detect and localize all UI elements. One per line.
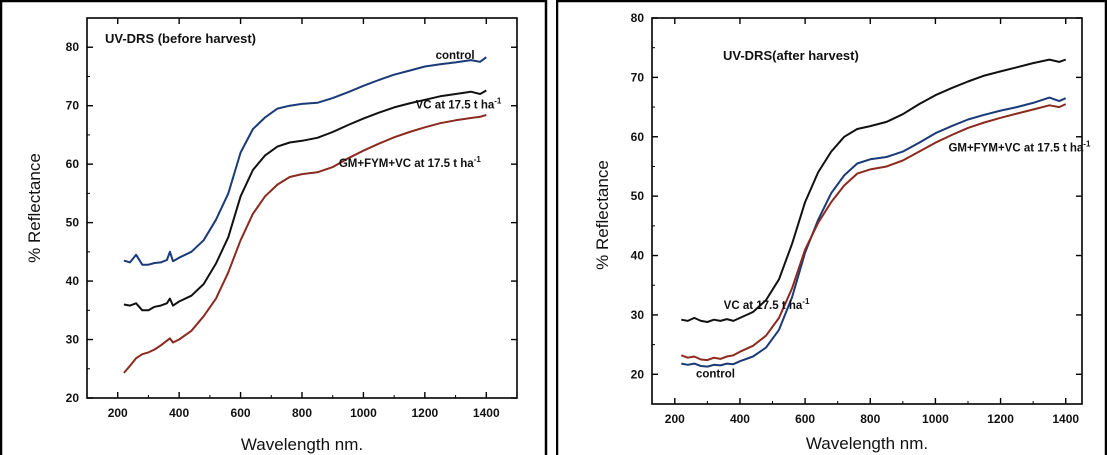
- y-tick-label: 20: [631, 367, 645, 381]
- x-tick-label: 800: [860, 412, 880, 426]
- y-axis-label: % Reflectance: [25, 153, 44, 263]
- x-axis-label: Wavelength nm.: [806, 434, 928, 453]
- x-tick-label: 1000: [922, 412, 949, 426]
- x-tick-label: 1200: [987, 412, 1014, 426]
- series-annotation-3: GM+FYM+VC at 17.5 t ha-1: [339, 155, 482, 170]
- x-tick-label: 1400: [1052, 412, 1079, 426]
- y-tick-label: 30: [631, 308, 645, 322]
- x-tick-label: 200: [108, 406, 128, 420]
- y-axis-label: % Reflectance: [593, 160, 612, 270]
- y-tick-label: 60: [631, 130, 645, 144]
- series-annotation-3: control: [696, 368, 735, 380]
- series-line-2: [681, 96, 1067, 368]
- plot-area: [651, 17, 1083, 405]
- series-line-1: [123, 56, 487, 266]
- y-tick-label: 50: [631, 189, 645, 203]
- x-tick-label: 1400: [473, 406, 500, 420]
- series-line-2: [123, 89, 487, 312]
- y-tick-label: 70: [631, 70, 645, 84]
- series-annotation-2: VC at 17.5 t ha-1: [416, 97, 502, 112]
- chart-title: UV-DRS(after harvest): [723, 48, 859, 63]
- panel-frame: [556, 0, 1107, 455]
- chart-panel-after-harvest: 20 30 40 50 60 70 80 200 400 600 800 1000 1200 1400 Wa…: [556, 0, 1107, 455]
- x-tick-label: 200: [665, 412, 685, 426]
- plot-area: [86, 17, 518, 399]
- x-tick-label: 400: [169, 406, 189, 420]
- series-annotation-2: VC at 17.5 t ha-1: [724, 297, 810, 312]
- x-tick-label: 1000: [350, 406, 377, 420]
- y-tick-label: 20: [66, 391, 80, 405]
- y-tick-label: 40: [631, 249, 645, 263]
- x-tick-label: 600: [795, 412, 815, 426]
- panel-frame: [0, 0, 548, 455]
- y-tick-label: 50: [66, 216, 80, 230]
- chart-panel-before-harvest: 20 30 40 50 60 70 80 200 400 600 800 1000 1200 1400 Wa…: [0, 0, 548, 455]
- series-line-3: [123, 114, 487, 374]
- y-tick-label: 80: [631, 11, 645, 25]
- series-line-1: [681, 58, 1067, 323]
- x-tick-label: 800: [292, 406, 312, 420]
- y-tick-label: 30: [66, 333, 80, 347]
- x-tick-label: 1200: [412, 406, 439, 420]
- chart-title: UV-DRS (before harvest): [105, 31, 256, 46]
- series-annotation-1: GM+FYM+VC at 17.5 t ha-1: [948, 140, 1091, 155]
- x-axis-label: Wavelength nm.: [241, 435, 363, 454]
- y-tick-label: 60: [66, 157, 80, 171]
- x-tick-label: 600: [231, 406, 251, 420]
- series-annotation-1: control: [436, 50, 475, 62]
- y-tick-label: 40: [66, 274, 80, 288]
- chart-svg-before-harvest: 20 30 40 50 60 70 80 200 400 600 800 1000 1200 1400 Wa…: [0, 0, 548, 455]
- x-tick-label: 400: [730, 412, 750, 426]
- chart-svg-after-harvest: 20 30 40 50 60 70 80 200 400 600 800 1000 1200 1400 Wa…: [556, 0, 1107, 455]
- series-line-3: [680, 103, 1067, 362]
- y-tick-label: 80: [66, 40, 80, 54]
- y-tick-label: 70: [66, 99, 80, 113]
